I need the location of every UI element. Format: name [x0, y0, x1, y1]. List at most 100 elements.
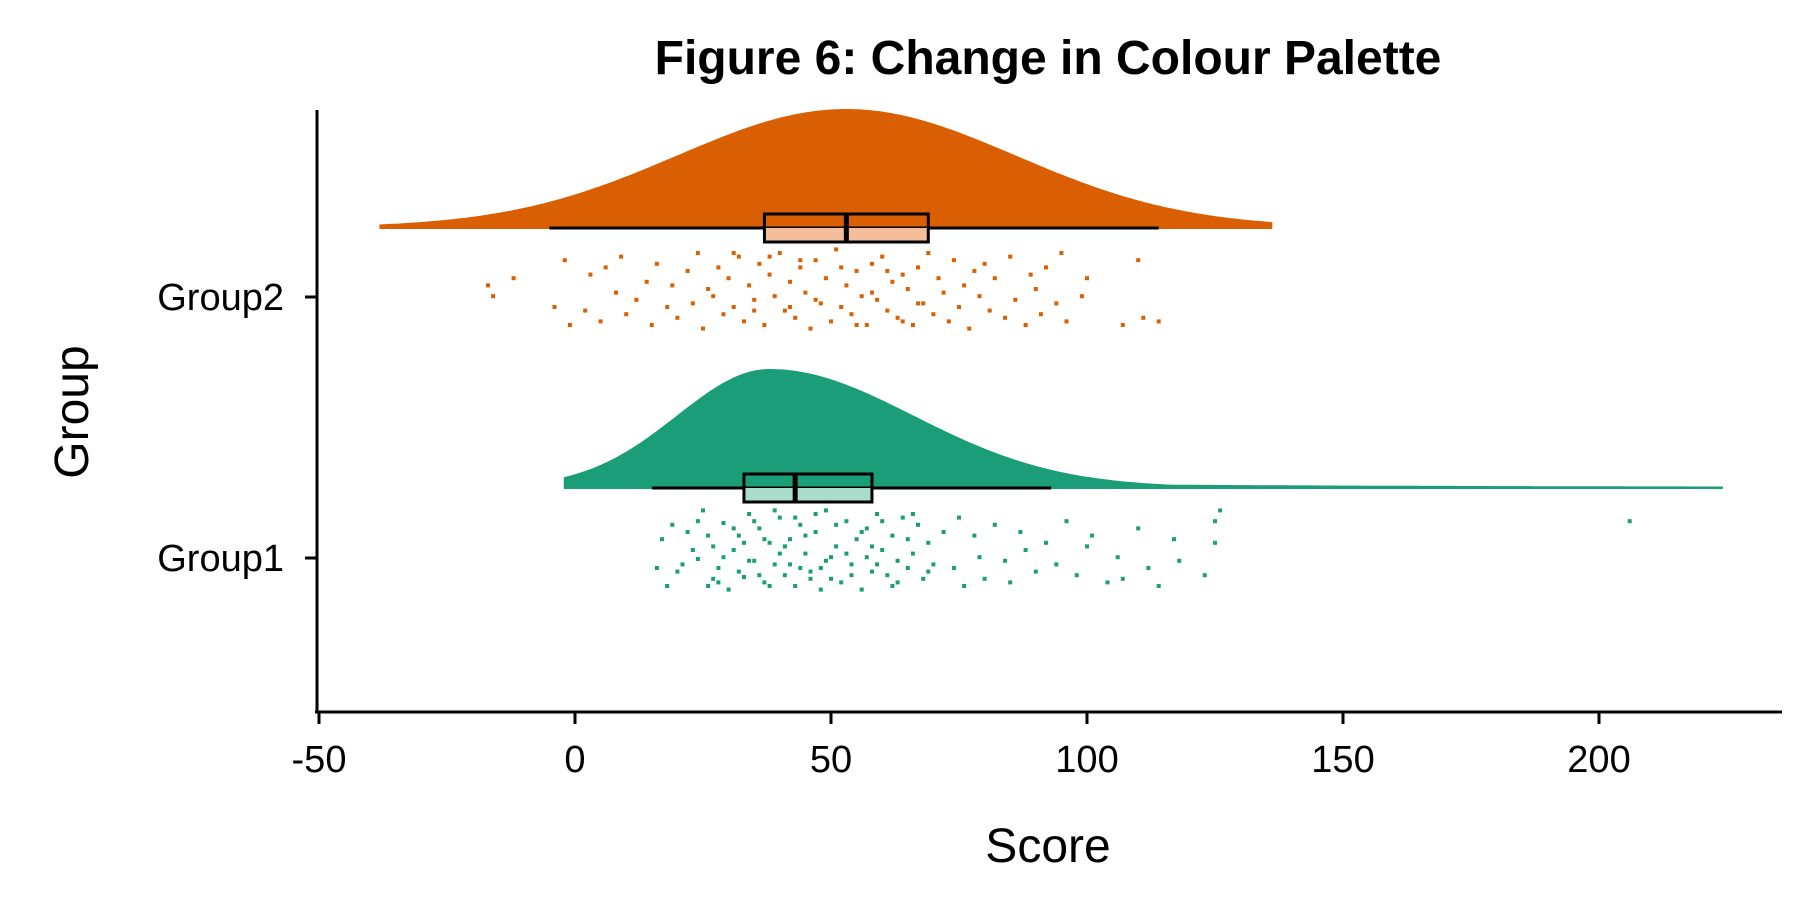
plot-area: [379, 109, 1723, 592]
data-point: [926, 251, 931, 255]
data-point: [808, 576, 813, 581]
data-point: [1090, 533, 1095, 538]
data-point: [895, 558, 900, 563]
data-point: [695, 519, 700, 524]
data-point: [767, 272, 772, 277]
data-point: [1008, 254, 1013, 259]
data-point: [834, 544, 839, 549]
data-point: [685, 530, 690, 534]
data-point: [752, 308, 757, 313]
data-point: [875, 297, 880, 302]
density-cloud-group1: [563, 369, 1723, 489]
data-point: [706, 287, 711, 291]
data-point: [921, 301, 926, 306]
data-point: [752, 297, 757, 302]
data-point: [1115, 555, 1120, 560]
data-point: [839, 265, 844, 270]
y-tick-label: Group2: [157, 277, 284, 319]
chart-title: Figure 6: Change in Colour Palette: [655, 32, 1442, 85]
data-point: [844, 551, 849, 556]
data-point: [890, 533, 895, 538]
data-point: [1141, 315, 1146, 320]
data-point: [895, 315, 900, 320]
data-point: [793, 315, 798, 320]
data-point: [731, 251, 736, 255]
data-point: [962, 584, 967, 588]
data-point: [782, 544, 787, 549]
data-point: [798, 522, 803, 527]
data-point: [1218, 508, 1223, 513]
data-point: [936, 276, 941, 281]
density-cloud-group2: [379, 109, 1273, 229]
data-point: [511, 276, 516, 281]
data-point: [788, 279, 792, 284]
data-point: [706, 533, 711, 538]
data-point: [870, 261, 874, 266]
data-point: [905, 537, 910, 542]
data-point: [701, 508, 705, 513]
data-point: [711, 544, 716, 549]
data-point: [803, 290, 808, 295]
data-point: [1213, 540, 1217, 545]
data-point: [885, 573, 890, 578]
data-point: [839, 305, 844, 309]
data-point: [982, 576, 987, 581]
data-point: [721, 555, 726, 560]
data-point: [486, 283, 490, 288]
data-point: [1013, 297, 1018, 302]
data-point: [864, 526, 869, 531]
data-point: [711, 576, 716, 581]
data-point: [1120, 576, 1125, 581]
data-point: [1018, 530, 1023, 534]
data-point: [829, 576, 833, 581]
data-point: [695, 251, 700, 255]
data-point: [987, 308, 992, 313]
data-point: [1003, 558, 1008, 563]
data-point: [1059, 251, 1064, 255]
data-point: [562, 258, 567, 263]
data-point: [1023, 323, 1028, 327]
data-point: [875, 512, 880, 516]
data-point: [1023, 548, 1028, 552]
data-point: [1172, 537, 1176, 542]
data-point: [962, 283, 967, 288]
data-point: [624, 312, 629, 317]
data-point: [844, 519, 849, 524]
data-point: [644, 279, 649, 284]
data-point: [788, 562, 792, 567]
data-point: [767, 540, 772, 545]
data-point: [762, 323, 767, 327]
data-point: [951, 258, 956, 263]
data-point: [598, 319, 603, 324]
series-group1: [563, 369, 1723, 592]
data-point: [859, 294, 864, 299]
data-point: [823, 508, 828, 513]
data-point: [1033, 287, 1038, 291]
data-point: [813, 258, 818, 263]
data-point: [742, 319, 746, 324]
data-point: [747, 558, 752, 563]
data-point: [849, 312, 854, 317]
series-group2: [379, 109, 1273, 331]
data-point: [1156, 584, 1161, 588]
data-point: [803, 551, 808, 556]
data-point: [951, 566, 956, 570]
data-point: [716, 580, 721, 585]
data-point: [675, 569, 680, 574]
data-point: [864, 555, 869, 560]
data-point: [1044, 265, 1048, 270]
data-point: [931, 312, 936, 317]
data-point: [910, 323, 915, 327]
data-point: [849, 573, 854, 578]
data-point: [588, 272, 593, 277]
data-point: [808, 569, 813, 574]
data-point: [736, 569, 741, 574]
data-point: [859, 530, 864, 534]
data-point: [1136, 258, 1141, 263]
data-point: [1085, 544, 1089, 549]
data-point: [829, 319, 833, 324]
data-point: [880, 519, 885, 524]
data-point: [941, 530, 946, 534]
data-point: [716, 265, 721, 270]
data-point: [823, 558, 828, 563]
